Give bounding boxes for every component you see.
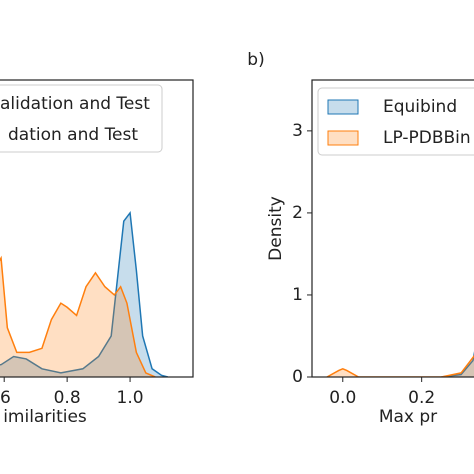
density-area xyxy=(326,356,474,377)
legend-label: Equibind xyxy=(383,97,457,117)
density-line xyxy=(0,210,169,377)
legend-label: dation and Test xyxy=(8,125,138,145)
legend-swatch xyxy=(327,130,359,146)
density-area xyxy=(0,258,156,377)
density-area xyxy=(0,212,168,377)
density-line xyxy=(441,351,474,377)
plot-area xyxy=(326,351,474,377)
density-line xyxy=(0,255,156,377)
density-area xyxy=(441,355,474,377)
plot-area xyxy=(0,210,169,377)
y-tick-label: 1 xyxy=(292,285,303,305)
y-axis-label: Density xyxy=(266,196,286,261)
x-tick-label: 6 xyxy=(0,388,11,408)
x-tick-label: 0.2 xyxy=(408,388,435,408)
density-line xyxy=(326,354,474,377)
legend-box xyxy=(317,87,474,156)
y-tick-label: 2 xyxy=(292,203,303,223)
axes-frame xyxy=(311,79,474,378)
axes-frame xyxy=(0,79,194,378)
x-tick-label: 1.0 xyxy=(117,388,144,408)
y-tick-label: 3 xyxy=(292,121,303,141)
panel-label: b) xyxy=(247,50,264,70)
x-axis-label: Max pr xyxy=(379,407,437,427)
x-tick-label: 0.0 xyxy=(329,388,356,408)
legend-box xyxy=(0,84,163,153)
x-tick-label: 0.8 xyxy=(54,388,81,408)
legend-label: LP-PDBBin xyxy=(383,128,471,148)
legend-label: alidation and Test xyxy=(0,94,150,114)
y-tick-label: 0 xyxy=(292,367,303,387)
legend-swatch xyxy=(327,99,359,115)
x-axis-label: imilarities xyxy=(3,407,87,427)
